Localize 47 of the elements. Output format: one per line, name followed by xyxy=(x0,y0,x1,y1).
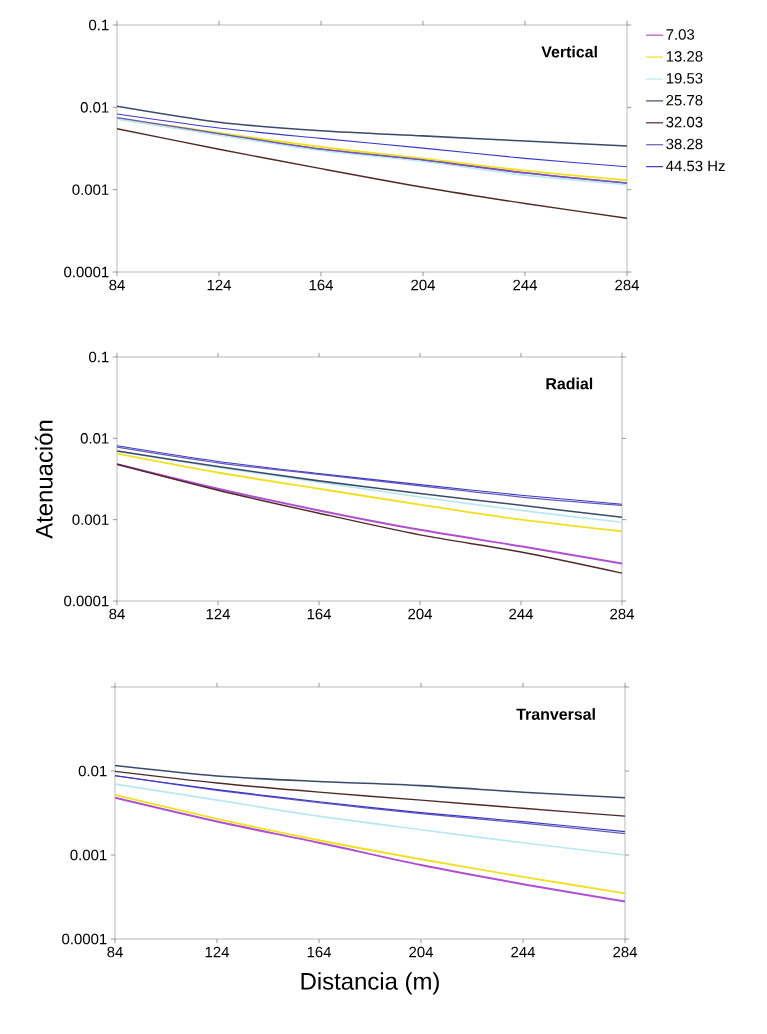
line-series xyxy=(115,770,625,817)
legend-label: 38.28 xyxy=(666,138,703,150)
legend-label: 19.53 xyxy=(666,73,703,84)
y-axis-title: Atenuación xyxy=(34,420,53,539)
x-tick-label: 204 xyxy=(411,279,436,291)
y-tick-label: 0.001 xyxy=(72,184,109,195)
text: Radial xyxy=(546,377,593,390)
x-tick-label: 84 xyxy=(109,608,125,620)
line-series xyxy=(117,105,627,147)
x-tick-label: 244 xyxy=(513,279,538,291)
x-tick-label: 164 xyxy=(307,608,332,620)
y-tick-label: 0.001 xyxy=(72,514,109,525)
x-tick-label: 124 xyxy=(206,608,231,620)
x-tick-label: 204 xyxy=(409,946,434,958)
x-tick-label: 204 xyxy=(408,608,433,620)
y-tick-label: 0.01 xyxy=(78,765,107,777)
y-tick-label: 0.1 xyxy=(89,19,109,31)
x-axis-title: Distancia (m) xyxy=(301,972,439,995)
legend-label: 13.28 xyxy=(666,51,703,62)
x-tick-label: 84 xyxy=(109,279,125,291)
x-tick-label: 284 xyxy=(615,279,640,291)
x-tick-label: 244 xyxy=(509,608,534,620)
line-series xyxy=(115,764,625,799)
y-tick-label: 0.0001 xyxy=(62,933,107,945)
legend-label: 25.78 xyxy=(666,94,703,106)
line-series xyxy=(117,113,627,168)
x-tick-label: 164 xyxy=(309,279,334,291)
x-tick-label: 244 xyxy=(511,946,536,958)
x-tick-label: 84 xyxy=(107,946,123,958)
y-tick-label: 0.0001 xyxy=(64,266,109,278)
text: Vertical xyxy=(541,45,597,58)
x-tick-label: 164 xyxy=(307,946,332,958)
y-tick-label: 0.001 xyxy=(70,849,107,861)
y-tick-label: 0.01 xyxy=(80,102,109,113)
x-tick-label: 124 xyxy=(207,279,232,291)
legend-label: 44.53 Hz xyxy=(666,160,725,172)
text: Tranversal xyxy=(516,708,595,720)
x-tick-label: 284 xyxy=(613,946,638,958)
line-series xyxy=(115,783,625,856)
legend-label: 7.03 xyxy=(666,29,695,40)
legend-label: 32.03 xyxy=(666,116,703,128)
y-tick-label: 0.01 xyxy=(80,433,109,444)
x-tick-label: 124 xyxy=(205,946,230,958)
x-tick-label: 284 xyxy=(610,608,635,620)
y-tick-label: 0.1 xyxy=(89,351,109,363)
y-tick-label: 0.0001 xyxy=(64,595,109,607)
line-series xyxy=(117,128,627,219)
